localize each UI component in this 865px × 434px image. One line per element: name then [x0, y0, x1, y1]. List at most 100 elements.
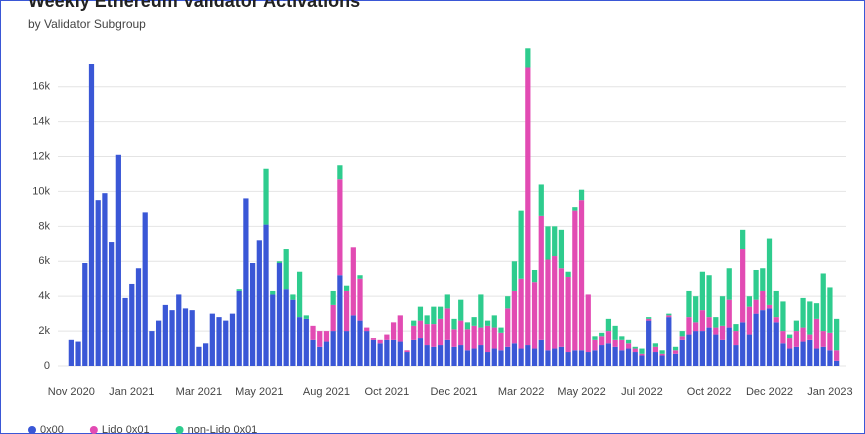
bar-segment — [129, 283, 135, 366]
bar-segment — [572, 210, 578, 351]
bar-segment — [263, 224, 269, 366]
bar-segment — [686, 334, 692, 366]
bar-segment — [525, 48, 531, 68]
bar-segment — [384, 334, 390, 340]
y-tick-label: 4k — [38, 290, 50, 302]
bar-segment — [699, 310, 706, 332]
x-tick-label: May 2021 — [235, 386, 283, 398]
bar-segment — [95, 200, 101, 366]
bar-segment — [464, 350, 471, 366]
bar-segment — [807, 301, 813, 335]
bar-segment — [565, 271, 571, 277]
bar-segment — [746, 306, 752, 335]
bar-segment — [726, 327, 732, 366]
bar-segment — [451, 346, 457, 366]
bar-segment — [491, 327, 497, 349]
bar-segment — [592, 350, 598, 366]
bar-segment — [639, 348, 645, 354]
bar-segment — [753, 299, 759, 314]
bar-segment — [686, 317, 692, 335]
bar-segment — [766, 304, 773, 309]
y-tick-label: 6k — [38, 255, 50, 267]
bar-segment — [511, 290, 518, 344]
bar-segment — [632, 348, 638, 353]
legend-label: non-Lido 0x01 — [188, 424, 258, 434]
bar-segment — [813, 318, 820, 349]
bar-segment — [733, 345, 739, 366]
bar-segment — [464, 329, 471, 351]
bar-segment — [364, 327, 370, 332]
bar-segment — [713, 334, 719, 366]
bar-segment — [75, 341, 81, 366]
bar-segment — [518, 278, 524, 349]
bar-segment — [659, 353, 665, 356]
bar-segment — [444, 308, 450, 340]
bar-segment — [813, 303, 820, 319]
bar-segment — [437, 306, 444, 319]
bar-segment — [780, 331, 786, 344]
bar-segment — [196, 346, 202, 366]
bar-segment — [639, 355, 645, 366]
bar-segment — [726, 268, 732, 300]
bar-segment — [652, 352, 659, 366]
bar-segment — [182, 308, 189, 366]
legend-swatch — [28, 426, 36, 434]
bar-segment — [592, 339, 598, 351]
bar-segment — [827, 350, 833, 366]
bar-segment — [323, 341, 330, 366]
bar-segment — [659, 355, 665, 366]
bar-segment — [478, 327, 484, 346]
bar-segment — [458, 320, 464, 346]
bar-segment — [82, 263, 88, 366]
bar-segment — [753, 313, 759, 366]
bar-segment — [834, 350, 840, 361]
bar-segment — [397, 341, 403, 366]
bar-segment — [216, 317, 222, 366]
bar-segment — [317, 346, 323, 366]
bar-segment — [827, 332, 833, 351]
bar-segment — [746, 334, 752, 366]
bar-segment — [249, 263, 256, 366]
bar-segment — [740, 229, 746, 250]
bar-segment — [713, 317, 719, 328]
bar-segment — [820, 331, 826, 347]
bar-segment — [276, 263, 283, 366]
bar-segment — [820, 273, 826, 332]
legend-swatch — [175, 426, 184, 434]
bar-segment — [149, 331, 155, 366]
bar-segment — [451, 318, 457, 330]
chart-subtitle: by Validator Subgroup — [28, 17, 146, 31]
bar-segment — [625, 348, 632, 366]
bar-segment — [699, 331, 706, 366]
bar-segment — [545, 350, 551, 366]
bar-segment — [525, 345, 531, 366]
bar-segment — [343, 285, 350, 291]
bar-segment — [270, 294, 276, 366]
bar-segment — [411, 339, 417, 366]
bar-segment — [612, 325, 618, 340]
bar-segment — [666, 313, 672, 316]
bar-segment — [303, 315, 309, 319]
bar-segment — [135, 268, 142, 366]
bar-segment — [558, 346, 565, 366]
x-tick-label: Jan 2023 — [807, 386, 852, 398]
bar-segment — [202, 343, 209, 366]
bar-segment — [296, 271, 303, 318]
bar-segment — [760, 310, 766, 366]
bar-segment — [672, 350, 679, 354]
bar-segment — [330, 331, 336, 366]
bar-segment — [236, 289, 242, 291]
bar-segment — [565, 276, 571, 353]
bar-segment — [525, 67, 531, 346]
bar-segment — [437, 345, 444, 366]
bar-segment — [283, 289, 289, 366]
bar-segment — [572, 350, 578, 366]
bar-segment — [760, 268, 766, 291]
bar-segment — [377, 339, 383, 344]
bar-segment — [699, 271, 706, 311]
bar-segment — [458, 299, 464, 321]
bar-segment — [424, 345, 430, 366]
bar-segment — [780, 343, 786, 366]
bar-segment — [787, 334, 793, 339]
x-tick-label: Dec 2021 — [430, 386, 477, 398]
